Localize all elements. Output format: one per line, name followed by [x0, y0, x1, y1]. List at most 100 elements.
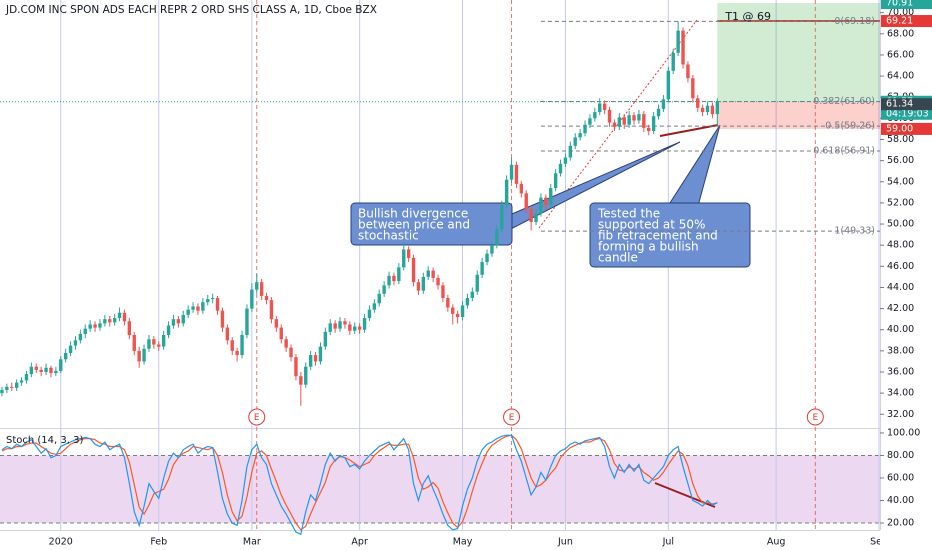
candle-body [259, 282, 264, 296]
candle-body [142, 348, 146, 362]
candle-body [289, 347, 293, 358]
price-trendline [659, 124, 719, 137]
stoch-title: Stoch (14, 3, 3) [6, 435, 83, 446]
fib-trend [538, 19, 698, 229]
candle-body [14, 382, 19, 388]
candle-body [558, 163, 563, 174]
t1-tag-label: 69.21 [886, 16, 913, 27]
candle-body [328, 323, 332, 332]
stoch-tick-label: 40.00 [887, 495, 914, 506]
candle-body [73, 340, 78, 346]
candle-body [637, 114, 641, 121]
candle-body [98, 323, 102, 328]
candle-body [367, 309, 372, 319]
annotation-text: candle [598, 251, 638, 265]
candle-body [313, 355, 318, 362]
chart-title: JD.COM INC SPON ADS EACH REPR 2 ORD SHS … [5, 4, 377, 16]
candle-body [632, 115, 636, 121]
candle-body [495, 229, 499, 246]
candle-body [490, 245, 494, 254]
candle-body [78, 333, 83, 341]
candle-body [0, 389, 4, 394]
earnings-marker [248, 408, 266, 426]
candle-body [681, 30, 685, 65]
y-tick-label: 56.00 [887, 155, 914, 166]
candle-body [103, 319, 107, 324]
candle-body [83, 328, 87, 334]
candle-body [387, 275, 391, 286]
y-tick-label: 32.00 [887, 409, 914, 420]
candle-body [622, 117, 626, 125]
candle-body [63, 352, 68, 360]
candle-body [255, 282, 259, 290]
stop-zone [717, 101, 880, 129]
candle-body [176, 319, 181, 324]
candle-body [627, 115, 631, 125]
candle-body [504, 179, 509, 206]
fib-label: 1(49.33) [834, 226, 875, 237]
candle-body [480, 262, 484, 275]
candle-body [465, 298, 470, 306]
candle-body [441, 285, 445, 299]
target-zone [717, 3, 880, 102]
candle-body [411, 257, 416, 283]
candle-body [147, 339, 151, 349]
x-tick-label: Feb [150, 537, 167, 548]
candle-body [117, 312, 122, 319]
candle-body [88, 324, 92, 329]
candle-body [166, 325, 171, 336]
x-tick-label: Aug [767, 537, 786, 548]
candle-body [372, 303, 377, 310]
candle-body [676, 30, 680, 53]
candle-body [421, 276, 426, 291]
y-tick-label: 64.00 [887, 71, 914, 82]
x-tick-label: Jul [662, 537, 674, 548]
candle-body [485, 253, 489, 263]
candle-body [235, 350, 239, 356]
candle-body [710, 105, 715, 115]
stoch-tick-label: 60.00 [887, 472, 914, 483]
candle-body [220, 310, 225, 328]
candle-body [470, 291, 475, 299]
annotation-text: stochastic [358, 229, 419, 243]
candle-body [161, 335, 166, 347]
annotation-text: Tested the [597, 207, 660, 221]
candle-body [279, 327, 283, 340]
candle-body [524, 193, 528, 210]
candle-body [10, 386, 14, 388]
candle-body [132, 335, 136, 351]
annotation-text: between price and [358, 218, 470, 232]
candle-body [308, 355, 313, 367]
candle-body [348, 324, 352, 331]
candle-body [455, 313, 460, 318]
candle-body [656, 108, 661, 117]
candle-body [299, 376, 303, 385]
y-tick-label: 50.00 [887, 219, 914, 230]
candle-body [5, 386, 9, 390]
candle-body [617, 117, 622, 127]
candle-body [700, 107, 705, 113]
y-tick-label: 48.00 [887, 240, 914, 251]
candle-body [196, 306, 200, 311]
y-tick-label: 54.00 [887, 176, 914, 187]
candle-body [357, 326, 362, 330]
candle-body [451, 307, 455, 314]
fib-label: 0.382(61.60) [813, 96, 875, 107]
candle-body [715, 101, 720, 115]
earnings-marker [503, 408, 521, 426]
candle-body [602, 103, 607, 110]
candle-body [647, 127, 651, 132]
stoch-tick-label: 20.00 [887, 518, 914, 529]
x-tick-label: 2020 [49, 537, 73, 548]
candle-body [210, 298, 215, 300]
candle-body [294, 357, 298, 377]
fib-label: 0.618(56.91) [813, 146, 875, 157]
target-tag-label: 70.91 [886, 0, 913, 9]
stoch-tick-label: 100.00 [887, 427, 920, 438]
target-tag [881, 0, 932, 10]
candle-body [157, 344, 161, 347]
candle-body [225, 327, 230, 341]
candle-body [362, 318, 367, 330]
x-tick-label: Jun [557, 537, 573, 548]
